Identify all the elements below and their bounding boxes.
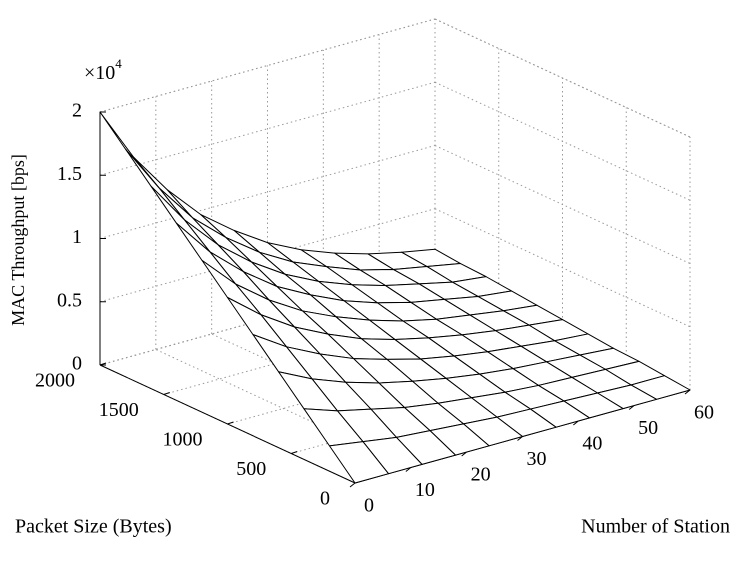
multiplier-exponent: 4 <box>115 56 122 71</box>
y-tick-label: 2000 <box>35 370 75 392</box>
z-axis-label: MAC Throughput [bps] <box>8 154 28 326</box>
x-tick-label: 30 <box>527 448 547 470</box>
x-tick-label: 60 <box>694 402 714 424</box>
surface-cell <box>329 441 389 484</box>
x-tick-label: 50 <box>638 417 658 439</box>
grid-line <box>434 18 691 138</box>
z-tick-label: 1.5 <box>57 163 82 185</box>
x-tick-label: 10 <box>415 479 435 501</box>
grid-line <box>434 208 691 328</box>
y-axis-label: Packet Size (Bytes) <box>15 516 172 538</box>
surface-cell <box>133 156 193 219</box>
x-tick-label: 0 <box>364 495 374 517</box>
x-tick <box>349 482 356 488</box>
y-tick <box>291 451 298 454</box>
z-tick-label: 0 <box>72 353 82 375</box>
z-multiplier: ×104 <box>84 56 122 84</box>
x-tick-label: 40 <box>582 433 602 455</box>
x-axis-label: Number of Station <box>581 516 730 538</box>
grid-line <box>155 349 412 468</box>
z-tick-label: 0.5 <box>57 289 82 311</box>
y-tick-label: 1000 <box>163 429 203 451</box>
y-tick <box>227 421 234 425</box>
multiplier-base: ×10 <box>84 62 115 84</box>
grid-line <box>434 145 691 264</box>
y-tick-label: 500 <box>236 458 266 480</box>
z-tick-label: 2 <box>72 100 82 122</box>
y-tick <box>99 362 107 366</box>
y-tick-label: 1500 <box>99 399 139 421</box>
z-tick-label: 1 <box>72 226 82 248</box>
x-tick-label: 20 <box>471 464 491 486</box>
y-tick-label: 0 <box>320 488 330 510</box>
surface-cell <box>125 148 185 221</box>
surface-cell <box>99 111 160 189</box>
grid-line <box>434 81 691 201</box>
y-tick <box>163 392 170 395</box>
